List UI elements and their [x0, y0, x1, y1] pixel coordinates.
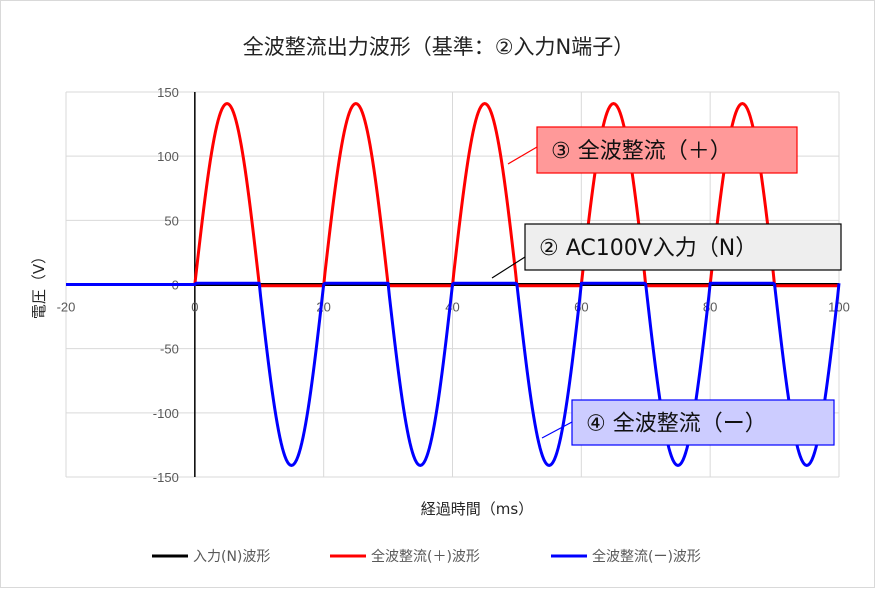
y-tick-label: -100: [153, 406, 179, 421]
callout-leader: [507, 146, 538, 165]
legend-label: 入力(N)波形: [193, 549, 270, 565]
x-tick-label: 0: [191, 300, 198, 315]
callouts: ③ 全波整流（＋） ② AC100V入力（N） ④ 全波整流（ー）: [491, 126, 842, 446]
legend: 入力(N)波形 全波整流(＋)波形 全波整流(ー)波形: [152, 548, 701, 565]
x-tick-label: 20: [316, 300, 330, 315]
callout-box: [536, 126, 798, 174]
callout-label: ③ 全波整流（＋）: [551, 139, 732, 164]
callout-leader: [541, 421, 573, 439]
y-tick-label: 50: [164, 213, 178, 228]
chart-title: 全波整流出力波形（基準：②入力N端子）: [242, 35, 635, 59]
y-tick-label: -50: [160, 342, 179, 357]
x-tick-label: -20: [57, 300, 76, 315]
x-tick-label: 40: [445, 300, 459, 315]
callout-label: ② AC100V入力（N）: [539, 236, 757, 261]
series-lines: [65, 102, 841, 467]
legend-label: 全波整流(ー)波形: [592, 548, 701, 565]
x-tick-label: 60: [574, 300, 588, 315]
callout-box: [524, 223, 842, 271]
x-tick-label: 80: [703, 300, 717, 315]
callout-box: [571, 399, 835, 446]
y-axis-title: 電圧（V）: [30, 249, 48, 319]
series-line-2: [65, 281, 841, 467]
y-tick-label: -150: [153, 470, 179, 485]
legend-label: 全波整流(＋)波形: [371, 548, 480, 565]
x-axis-title: 経過時間（ms）: [421, 500, 533, 518]
x-tick-label: 100: [828, 300, 850, 315]
callout-label: ④ 全波整流（ー）: [586, 412, 767, 437]
y-tick-label: 150: [157, 85, 179, 100]
y-tick-label: 100: [157, 149, 179, 164]
callout-leader: [491, 256, 526, 279]
